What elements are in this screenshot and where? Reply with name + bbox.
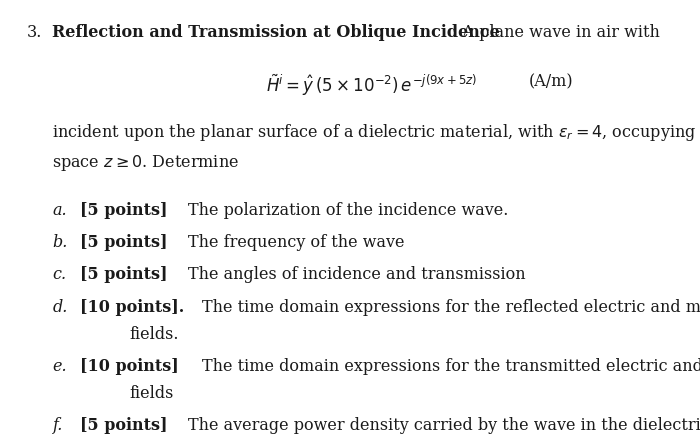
Text: The time domain expressions for the reflected electric and magnetic: The time domain expressions for the refl…	[202, 299, 700, 315]
Text: Reflection and Transmission at Oblique Incidence: Reflection and Transmission at Oblique I…	[52, 24, 500, 41]
Text: b.: b.	[52, 234, 68, 251]
Text: (A/m): (A/m)	[528, 73, 573, 90]
Text: The average power density carried by the wave in the dielectric medium.: The average power density carried by the…	[188, 417, 700, 434]
Text: [5 points]: [5 points]	[80, 417, 168, 434]
Text: f.: f.	[52, 417, 63, 434]
Text: fields: fields	[130, 385, 174, 402]
Text: The angles of incidence and transmission: The angles of incidence and transmission	[188, 266, 525, 283]
Text: 3.: 3.	[27, 24, 42, 41]
Text: fields.: fields.	[130, 326, 179, 342]
Text: [10 points]: [10 points]	[80, 358, 179, 375]
Text: [5 points]: [5 points]	[80, 266, 168, 283]
Text: d.: d.	[52, 299, 68, 315]
Text: The polarization of the incidence wave.: The polarization of the incidence wave.	[188, 202, 508, 218]
Text: space $z \geq 0$. Determine: space $z \geq 0$. Determine	[52, 153, 239, 173]
Text: c.: c.	[52, 266, 66, 283]
Text: e.: e.	[52, 358, 67, 375]
Text: : A plane wave in air with: : A plane wave in air with	[452, 24, 659, 41]
Text: The frequency of the wave: The frequency of the wave	[188, 234, 404, 251]
Text: The time domain expressions for the transmitted electric and magnetic: The time domain expressions for the tran…	[202, 358, 700, 375]
Text: $\tilde{H}^i = \hat{y}\,(5 \times 10^{-2})\,e^{-j(9x+5z)}$: $\tilde{H}^i = \hat{y}\,(5 \times 10^{-2…	[266, 73, 477, 98]
Text: [5 points]: [5 points]	[80, 202, 168, 218]
Text: a.: a.	[52, 202, 67, 218]
Text: incident upon the planar surface of a dielectric material, with $\varepsilon_r =: incident upon the planar surface of a di…	[52, 122, 700, 143]
Text: [5 points]: [5 points]	[80, 234, 168, 251]
Text: [10 points].: [10 points].	[80, 299, 185, 315]
